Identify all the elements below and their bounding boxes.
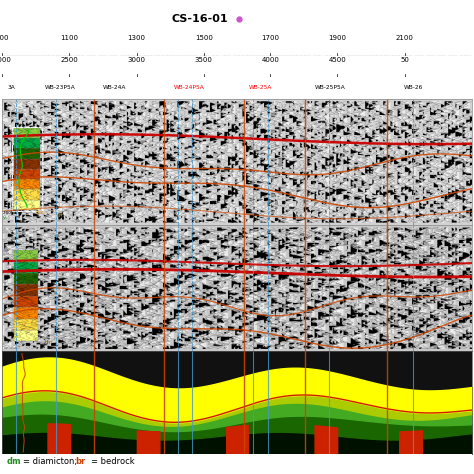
Text: 3500: 3500: [195, 57, 213, 63]
Text: br: br: [75, 457, 85, 466]
Bar: [14, 250, 37, 262]
Bar: [14, 296, 37, 307]
Text: 1300: 1300: [128, 36, 146, 41]
Text: 1900: 1900: [328, 36, 346, 41]
Text: = diamicton;: = diamicton;: [24, 457, 78, 466]
Bar: [14, 273, 37, 284]
Text: dm: dm: [56, 213, 64, 219]
Text: 2200: 2200: [34, 211, 45, 215]
Text: 1100: 1100: [61, 36, 79, 41]
Text: dm: dm: [7, 457, 22, 466]
Bar: [14, 190, 40, 200]
Bar: [14, 138, 40, 148]
Text: dm: dm: [45, 340, 53, 345]
Text: = bedrock: = bedrock: [91, 457, 134, 466]
Text: 2000: 2000: [0, 57, 11, 63]
Text: CS-16-01: CS-16-01: [171, 14, 228, 24]
Text: WB-23P5A: WB-23P5A: [45, 85, 75, 91]
Bar: [14, 169, 40, 179]
Bar: [14, 262, 37, 273]
Bar: [14, 179, 40, 190]
Text: 1500: 1500: [195, 36, 213, 41]
Bar: [14, 319, 37, 330]
Bar: [14, 148, 40, 159]
Text: WB-25A: WB-25A: [249, 85, 272, 91]
Text: 1700: 1700: [261, 36, 279, 41]
Bar: [14, 159, 40, 169]
Bar: [14, 284, 37, 296]
Text: 3000: 3000: [128, 57, 146, 63]
Text: WB-24A: WB-24A: [103, 85, 127, 91]
Text: WB-25P5A: WB-25P5A: [314, 85, 345, 91]
Text: 2500: 2500: [61, 57, 78, 63]
Text: 2100: 2100: [396, 36, 413, 41]
Bar: [14, 330, 37, 341]
Bar: [14, 200, 40, 210]
Text: Vs:: Vs:: [3, 216, 9, 220]
Bar: [14, 307, 37, 319]
Text: 3A: 3A: [7, 85, 15, 91]
Text: 200 m/s: 200 m/s: [3, 211, 19, 215]
Text: 4500: 4500: [328, 57, 346, 63]
Text: WB-26: WB-26: [403, 85, 423, 91]
Text: 4000: 4000: [261, 57, 279, 63]
Text: WB-24P5A: WB-24P5A: [173, 85, 204, 91]
Bar: [14, 128, 40, 138]
Bar: [12, 127, 42, 211]
Text: 900: 900: [0, 36, 9, 41]
Text: 50: 50: [400, 57, 409, 63]
